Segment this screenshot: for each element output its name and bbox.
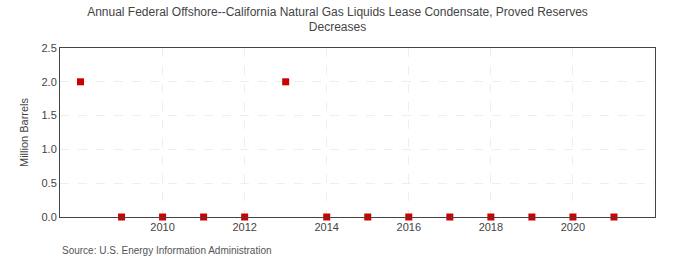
svg-text:2012: 2012 — [232, 221, 256, 233]
svg-text:2.0: 2.0 — [42, 76, 57, 88]
svg-text:2018: 2018 — [479, 221, 503, 233]
svg-text:2.5: 2.5 — [42, 42, 57, 54]
svg-text:2014: 2014 — [314, 221, 338, 233]
svg-text:Source: U.S. Energy Informatio: Source: U.S. Energy Information Administ… — [62, 245, 272, 256]
svg-text:2010: 2010 — [150, 221, 174, 233]
svg-text:0.0: 0.0 — [42, 211, 57, 223]
svg-text:2016: 2016 — [397, 221, 421, 233]
svg-text:Million Barrels: Million Barrels — [18, 97, 30, 167]
svg-text:1.0: 1.0 — [42, 143, 57, 155]
svg-text:2020: 2020 — [561, 221, 585, 233]
svg-text:0.5: 0.5 — [42, 177, 57, 189]
svg-text:Annual Federal Offshore--Calif: Annual Federal Offshore--California Natu… — [87, 5, 588, 35]
svg-text:1.5: 1.5 — [42, 109, 57, 121]
